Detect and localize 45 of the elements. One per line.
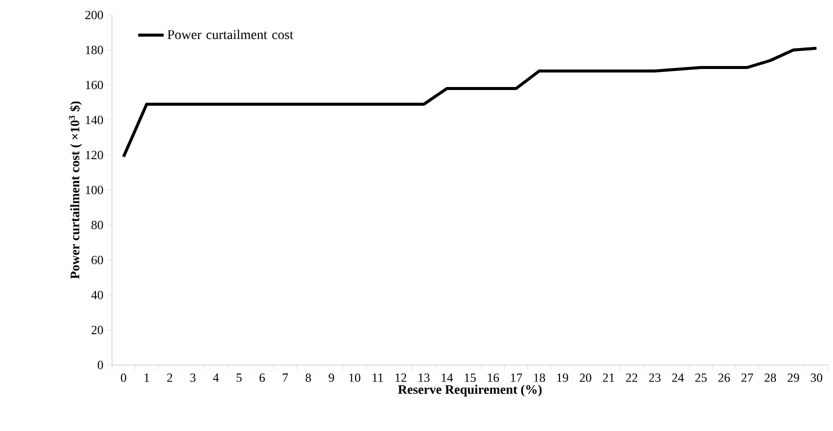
x-tick-label: 8 — [306, 374, 311, 382]
x-tick-label: 4 — [213, 374, 219, 382]
x-tick-label: 21 — [602, 374, 614, 382]
legend-label: Power curtailment cost — [168, 30, 294, 40]
y-tick-label: 120 — [86, 150, 104, 160]
y-tick-label: 180 — [86, 46, 104, 54]
x-tick-label: 10 — [349, 374, 360, 382]
x-tick-label: 20 — [580, 374, 592, 382]
x-tick-label: 3 — [190, 374, 196, 382]
x-tick-label: 6 — [260, 374, 265, 382]
x-tick-label: 24 — [672, 374, 684, 382]
x-tick-label: 0 — [120, 374, 126, 382]
y-tick-label: 160 — [86, 80, 104, 90]
x-tick-label: 29 — [788, 374, 800, 382]
x-tick-label: 14 — [442, 374, 453, 382]
x-tick-label: 26 — [718, 374, 730, 382]
y-axis-title: Power curtailment cost ( ×10$^{3}$ $) — [68, 101, 82, 279]
x-tick-label: 13 — [418, 374, 430, 382]
x-tick-label: 15 — [464, 374, 476, 382]
y-tick-label: 40 — [91, 290, 104, 300]
y-tick-label: 20 — [92, 326, 104, 334]
x-tick-label: 19 — [557, 374, 568, 382]
x-axis-title: Reserve Requirement (%) — [398, 384, 542, 396]
x-tick-label: 5 — [236, 374, 242, 382]
y-tick-label: 80 — [92, 220, 104, 230]
x-tick-label: 2 — [167, 374, 172, 382]
x-tick-label: 25 — [695, 374, 707, 382]
x-tick-label: 30 — [810, 374, 822, 382]
x-tick-label: 12 — [396, 374, 406, 382]
y-tick-label: 60 — [92, 256, 104, 264]
y-tick-label: 0 — [98, 360, 104, 370]
x-tick-label: 9 — [328, 374, 334, 382]
x-tick-label: 28 — [764, 374, 776, 382]
x-tick-label: 27 — [741, 374, 754, 382]
x-tick-label: 1 — [144, 374, 150, 382]
x-tick-label: 16 — [488, 374, 499, 382]
y-tick-label: 100 — [86, 186, 104, 194]
x-tick-label: 23 — [649, 374, 661, 382]
x-tick-label: 22 — [626, 374, 638, 382]
x-tick-label: 17 — [511, 374, 522, 382]
x-tick-label: 11 — [372, 374, 383, 382]
x-tick-label: 7 — [282, 374, 288, 382]
y-tick-label: 200 — [85, 10, 104, 20]
y-tick-label: 140 — [86, 116, 104, 124]
x-tick-label: 18 — [534, 374, 546, 382]
